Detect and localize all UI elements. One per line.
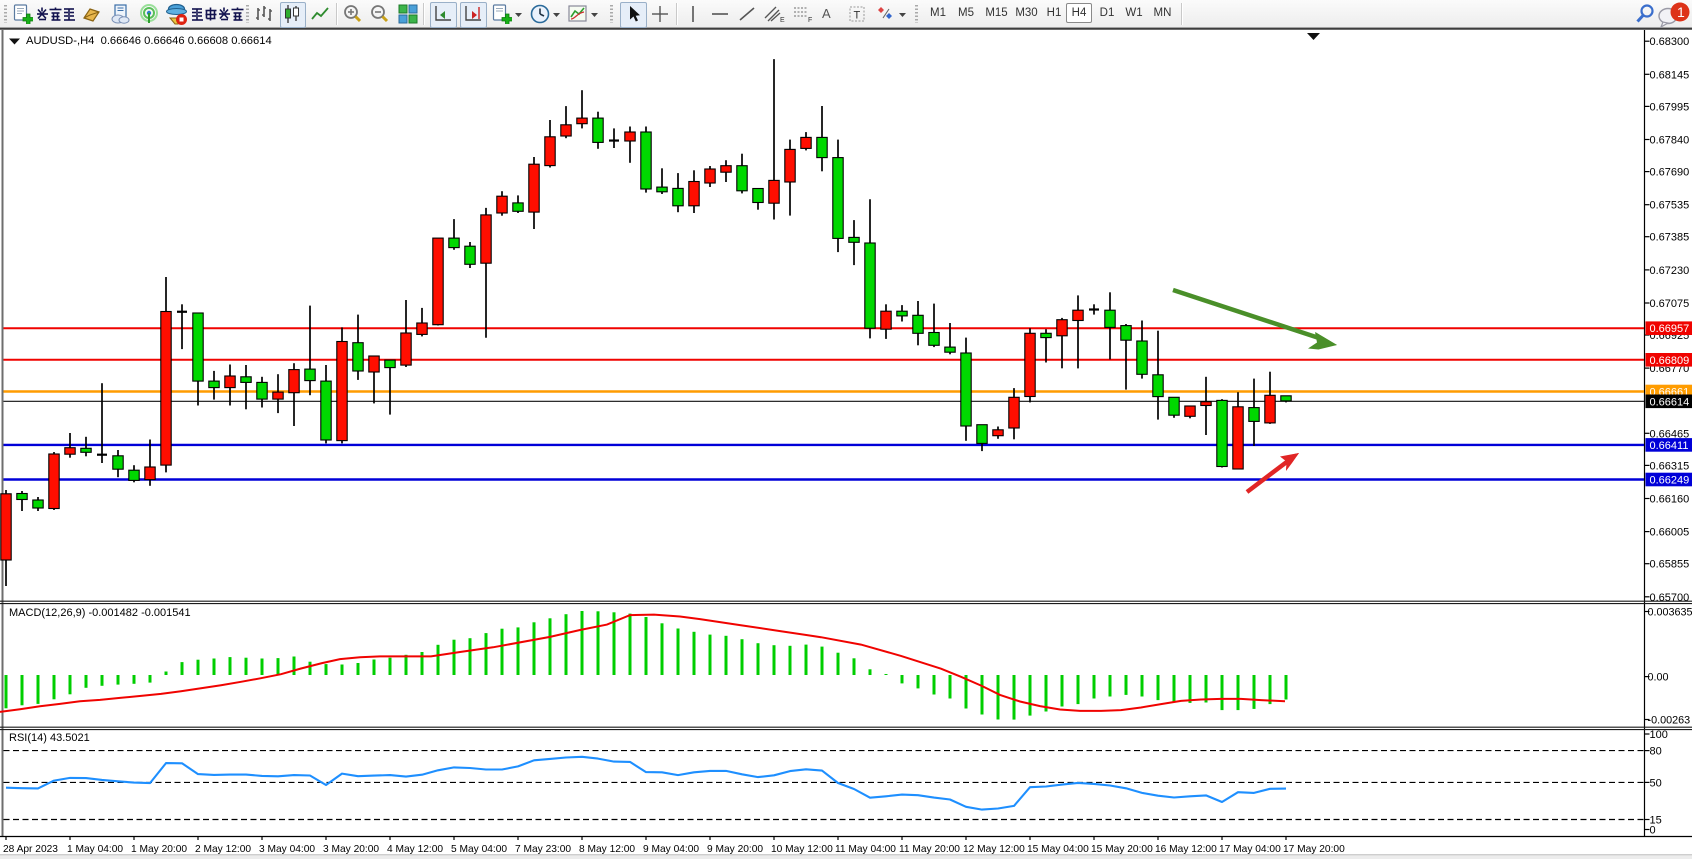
svg-text:3 May 20:00: 3 May 20:00 <box>323 844 379 855</box>
svg-text:0.66614: 0.66614 <box>1650 396 1690 408</box>
svg-text:RSI(14) 43.5021: RSI(14) 43.5021 <box>9 732 90 744</box>
svg-text:1 May 04:00: 1 May 04:00 <box>67 844 123 855</box>
svg-text:80: 80 <box>1650 746 1662 758</box>
svg-text:1 May 20:00: 1 May 20:00 <box>131 844 187 855</box>
svg-text:-0.00263: -0.00263 <box>1648 715 1691 727</box>
svg-text:0.66249: 0.66249 <box>1650 475 1690 487</box>
svg-text:1: 1 <box>1677 4 1685 20</box>
svg-text:9 May 04:00: 9 May 04:00 <box>643 844 699 855</box>
svg-text:0.00: 0.00 <box>1648 672 1669 684</box>
svg-text:0.66160: 0.66160 <box>1650 494 1690 506</box>
svg-text:0.68300: 0.68300 <box>1650 36 1690 48</box>
svg-text:MACD(12,26,9) -0.001482 -0.001: MACD(12,26,9) -0.001482 -0.001541 <box>9 607 191 619</box>
svg-text:15 May 20:00: 15 May 20:00 <box>1091 844 1153 855</box>
svg-text:0.66957: 0.66957 <box>1650 323 1690 335</box>
svg-text:2 May 12:00: 2 May 12:00 <box>195 844 251 855</box>
svg-text:0.67075: 0.67075 <box>1650 298 1690 310</box>
svg-text:100: 100 <box>1650 729 1668 741</box>
svg-text:7 May 23:00: 7 May 23:00 <box>515 844 571 855</box>
svg-text:0.65855: 0.65855 <box>1650 559 1690 571</box>
svg-text:E: E <box>780 17 785 23</box>
svg-text:5 May 04:00: 5 May 04:00 <box>451 844 507 855</box>
svg-text:0.66465: 0.66465 <box>1650 428 1690 440</box>
svg-text:0.67385: 0.67385 <box>1650 232 1690 244</box>
svg-text:0: 0 <box>1650 825 1656 837</box>
svg-text:T: T <box>854 10 861 22</box>
svg-text:0.66411: 0.66411 <box>1650 440 1689 452</box>
svg-text:0.68145: 0.68145 <box>1650 69 1690 81</box>
svg-text:0.67690: 0.67690 <box>1650 167 1690 179</box>
svg-text:17 May 04:00: 17 May 04:00 <box>1219 844 1281 855</box>
svg-text:10 May 12:00: 10 May 12:00 <box>771 844 833 855</box>
svg-text:28 Apr 2023: 28 Apr 2023 <box>3 844 58 855</box>
svg-text:0.66809: 0.66809 <box>1650 355 1690 367</box>
svg-text:0.67995: 0.67995 <box>1650 101 1690 113</box>
svg-text:0.67535: 0.67535 <box>1650 200 1690 212</box>
svg-text:15 May 04:00: 15 May 04:00 <box>1027 844 1089 855</box>
svg-text:0.66315: 0.66315 <box>1650 460 1690 472</box>
svg-text:0.65700: 0.65700 <box>1650 592 1690 604</box>
svg-text:0.67230: 0.67230 <box>1650 265 1690 277</box>
svg-text:17 May 20:00: 17 May 20:00 <box>1283 844 1345 855</box>
svg-text:0.003635: 0.003635 <box>1648 607 1692 619</box>
svg-text:8 May 12:00: 8 May 12:00 <box>579 844 635 855</box>
svg-text:16 May 12:00: 16 May 12:00 <box>1155 844 1217 855</box>
svg-text:0.66005: 0.66005 <box>1650 527 1690 539</box>
svg-text:AUDUSD-,H4 0.66646 0.66646 0.: AUDUSD-,H4 0.66646 0.66646 0.66608 0.666… <box>26 35 272 47</box>
svg-text:12 May 12:00: 12 May 12:00 <box>963 844 1025 855</box>
svg-text:0.67840: 0.67840 <box>1650 135 1690 147</box>
svg-text:50: 50 <box>1650 777 1662 789</box>
svg-text:11 May 04:00: 11 May 04:00 <box>835 844 896 855</box>
svg-text:F: F <box>808 17 812 23</box>
svg-text:11 May 20:00: 11 May 20:00 <box>899 844 960 855</box>
svg-text:3 May 04:00: 3 May 04:00 <box>259 844 315 855</box>
svg-text:15: 15 <box>1650 815 1662 827</box>
svg-text:9 May 20:00: 9 May 20:00 <box>707 844 763 855</box>
svg-text:4 May 12:00: 4 May 12:00 <box>387 844 443 855</box>
